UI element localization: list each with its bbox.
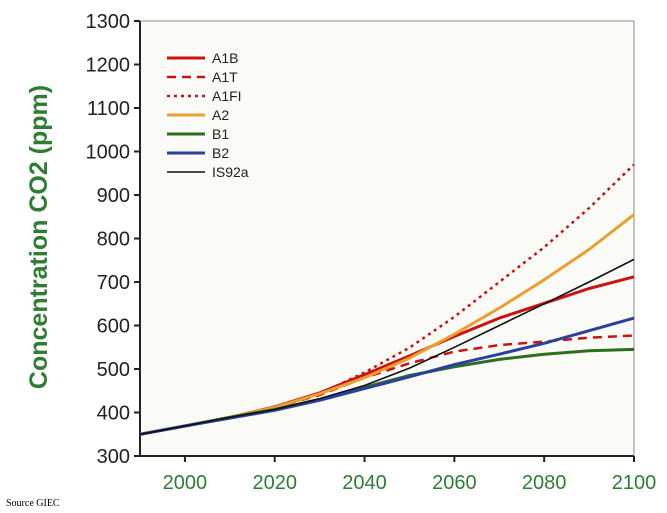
legend-label-a1fi: A1FI	[212, 88, 242, 104]
y-tick-label: 1000	[86, 142, 131, 164]
y-tick-label: 300	[97, 446, 130, 468]
series-lines	[139, 163, 635, 436]
y-tick-label: 700	[97, 272, 130, 294]
y-tick-label: 500	[97, 359, 130, 381]
y-tick-label: 1100	[87, 98, 130, 120]
legend-label-b2: B2	[212, 145, 229, 161]
legend-label-a1b: A1B	[212, 50, 238, 66]
x-tick-label: 2060	[432, 472, 477, 494]
y-tick-label: 1300	[86, 11, 131, 33]
x-tick-label: 2000	[163, 472, 208, 494]
legend: A1B A1T A1FI A2 B1 B2 IS92a	[167, 50, 249, 180]
series-line-a1fi	[139, 163, 635, 436]
x-axis-ticks: 2000 2020 2040 2060 2080 2100	[163, 456, 657, 494]
legend-label-is92a: IS92a	[212, 164, 249, 180]
x-tick-label: 2080	[522, 472, 567, 494]
y-tick-label: 800	[97, 229, 130, 251]
legend-label-a1t: A1T	[212, 69, 238, 85]
source-note: Source GIEC	[6, 498, 60, 509]
x-tick-label: 2100	[612, 472, 657, 494]
legend-label-b1: B1	[212, 126, 229, 142]
series-line-is92a	[139, 258, 635, 436]
y-tick-label: 600	[97, 316, 130, 338]
y-axis-ticks: 300 400 500 600 700 800 900 1000 1100 1200 1300	[86, 11, 140, 468]
y-axis-label: Concentration CO2 (ppm)	[25, 85, 53, 389]
plot-area	[140, 21, 634, 456]
x-tick-label: 2020	[252, 472, 297, 494]
legend-label-a2: A2	[212, 107, 229, 123]
x-tick-label: 2040	[342, 472, 387, 494]
y-tick-label: 400	[97, 403, 130, 425]
y-tick-label: 900	[97, 185, 130, 207]
y-tick-label: 1200	[86, 55, 131, 77]
